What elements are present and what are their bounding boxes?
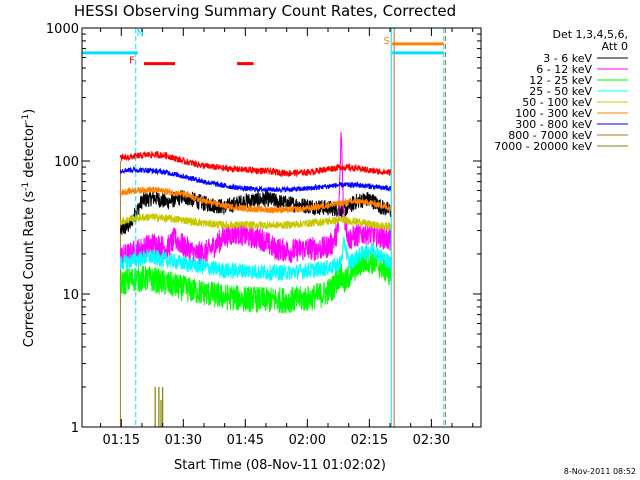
legend-label-4: 50 - 100 keV [522,96,592,109]
marker-label-n: N [137,28,144,39]
y-tick-label: 1000 [46,22,79,37]
series-line-2 [119,248,392,314]
footer-date: 8-Nov-2011 08:52 [564,467,636,476]
legend-label-2: 12 - 25 keV [529,74,592,87]
y-axis-label-sup2: -1 [21,114,31,123]
x-tick-label: 02:00 [289,433,326,448]
y-axis-label: Corrected Count Rate (s-1 detector-1) [21,109,37,347]
series-line-4 [119,212,392,231]
y-tick-label: 10 [62,288,79,303]
plot-area: N F S [82,28,446,427]
x-axis-label: Start Time (08-Nov-11 01:02:02) [174,458,386,473]
marker-label-f: F [129,56,135,67]
x-tick-label: 01:30 [165,433,202,448]
legend-label-8: 7000 - 20000 keV [494,140,592,153]
y-axis-label-end: ) [22,109,37,114]
series-line-5 [119,186,392,215]
legend-header-line2: Att 0 [602,40,628,53]
legend-label-7: 800 - 7000 keV [508,129,592,142]
legend-label-1: 6 - 12 keV [536,63,592,76]
y-tick-label: 1 [71,421,79,436]
data-layer: N F S [82,28,446,427]
y-axis-label-mid: detector [22,122,37,182]
x-tick-label: 01:45 [227,433,264,448]
x-tick-label: 02:15 [351,433,388,448]
legend-label-3: 25 - 50 keV [529,85,592,98]
legend-header-line1: Det 1,3,4,5,6, [552,28,628,41]
marker-label-s: S [384,36,390,47]
legend-label-6: 300 - 800 keV [515,118,592,131]
axes-layer: 01:15 01:30 01:45 02:00 02:15 02:30 1 10 100 1000 [46,22,481,448]
legend-label-5: 100 - 300 keV [515,107,592,120]
y-axis-label-sup1: -1 [21,182,31,191]
series-line-red [119,150,392,178]
series-line-0 [119,189,392,235]
series-line-3 [119,236,392,282]
y-tick-label: 100 [54,155,79,170]
plot-frame [81,27,482,428]
x-tick-label: 02:30 [413,433,450,448]
chart-title: HESSI Observing Summary Count Rates, Cor… [74,2,456,20]
y-axis-label-main: Corrected Count Rate (s [22,191,37,348]
series-line-6 [119,165,392,194]
x-tick-label: 01:15 [103,433,140,448]
legend-label-0: 3 - 6 keV [543,52,592,65]
